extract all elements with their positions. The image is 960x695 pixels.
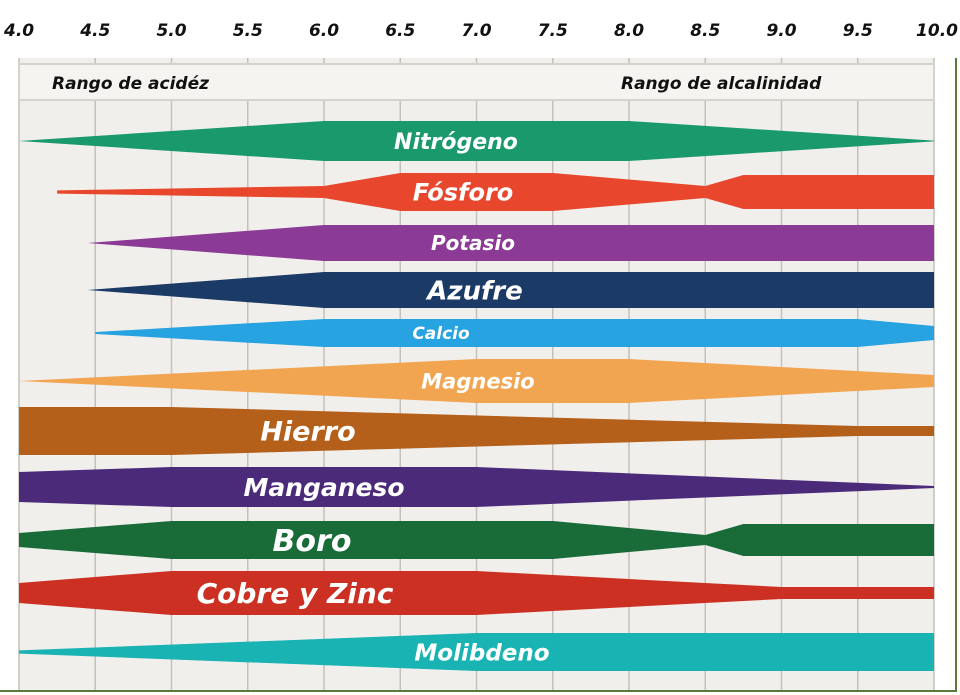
band-label: Cobre y Zinc [197,577,394,610]
band-label: Hierro [260,417,355,448]
band-manganeso [19,467,934,507]
band-label: Calcio [412,324,470,344]
x-tick-label: 5.0 [156,21,186,41]
x-tick-label: 6.0 [309,21,339,41]
band-label: Manganeso [243,473,404,502]
band-label: Fósforo [413,179,514,207]
band-fósforo [57,173,935,211]
band-label: Potasio [431,231,515,255]
band-hierro [19,407,934,455]
x-axis-ticks: 4.0 4.5 5.0 5.5 6.0 6.5 7.0 7.5 8.0 8.5 9.0 9.5 10.0 [3,21,958,41]
alkaline-range-label: Rango de alcalinidad [621,74,822,94]
x-tick-label: 7.5 [538,21,568,41]
x-tick-label: 10.0 [916,21,958,41]
band-molibdeno [19,633,934,671]
range-header-strip [18,63,935,101]
x-tick-label: 6.5 [385,21,415,41]
x-tick-label: 9.0 [766,21,796,41]
band-calcio [95,319,935,347]
x-tick-label: 4.0 [3,21,34,41]
band-cobre-y-zinc [19,571,934,615]
x-tick-label: 8.0 [614,21,644,41]
x-tick-label: 4.5 [79,21,110,41]
band-label: Azufre [425,276,523,306]
band-azufre [87,272,935,308]
band-label: Boro [273,524,352,559]
x-tick-label: 7.0 [461,21,491,41]
band-nitrógeno [19,121,934,161]
acid-range-label: Rango de acidéz [52,74,209,94]
x-tick-label: 9.5 [843,21,873,41]
nutrient-bands: Nitrógeno Fósforo Potasio Azufre Calcio Magne… [19,121,935,671]
band-label: Magnesio [421,370,534,394]
band-potasio [87,225,935,261]
band-boro [19,521,934,559]
band-label: Nitrógeno [394,130,518,155]
x-tick-label: 5.5 [233,21,263,41]
x-tick-label: 8.5 [690,21,720,41]
band-label: Molibdeno [414,640,549,666]
band-magnesio [19,359,934,403]
